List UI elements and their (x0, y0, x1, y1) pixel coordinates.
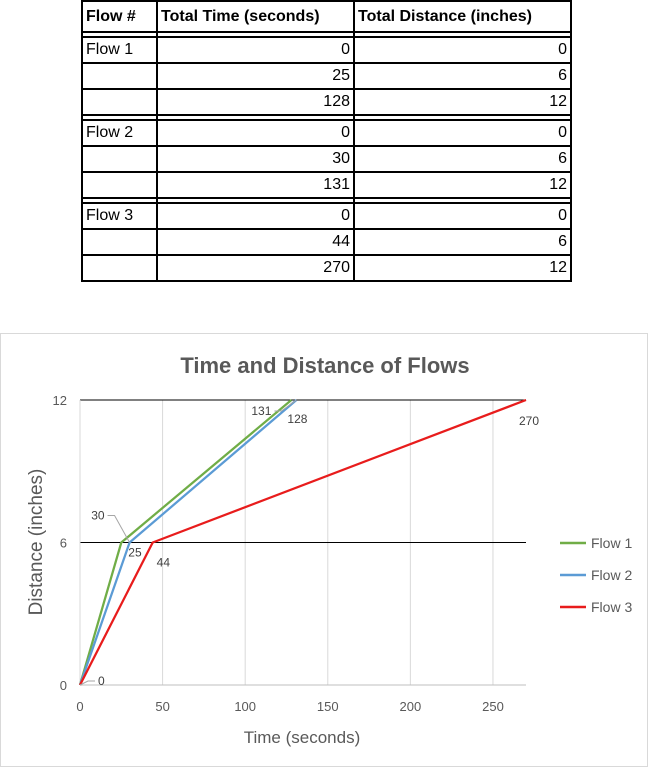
distance-cell: 12 (353, 88, 572, 116)
flow-cell (81, 62, 158, 90)
flow-cell: Flow 1 (81, 36, 158, 64)
table-row: 128 12 (81, 88, 572, 116)
group-separator (81, 197, 572, 204)
x-axis-title: Time (seconds) (244, 728, 361, 747)
data-label-leader (107, 515, 130, 543)
time-cell: 25 (156, 62, 355, 90)
legend-label: Flow 2 (591, 567, 632, 583)
flow-cell (81, 171, 158, 199)
x-tick-label: 100 (234, 699, 256, 714)
series-layer (78, 398, 527, 686)
time-cell: 0 (156, 36, 355, 64)
data-label: 30 (91, 509, 105, 523)
data-label: 0 (98, 674, 105, 688)
group-separator (81, 31, 572, 38)
chart-frame (0, 333, 648, 767)
data-label: 44 (157, 556, 171, 570)
y-tick-label: 0 (60, 678, 67, 693)
flow-cell (81, 228, 158, 256)
time-cell: 131 (156, 171, 355, 199)
header-time: Total Time (seconds) (156, 0, 355, 33)
group-separator (81, 114, 572, 121)
line-chart: Time and Distance of Flows 0 50 100 150 200 2… (26, 353, 632, 747)
x-tick-label: 0 (76, 699, 83, 714)
distance-cell: 6 (353, 228, 572, 256)
time-cell: 0 (156, 202, 355, 230)
flow-cell: Flow 3 (81, 202, 158, 230)
distance-cell: 12 (353, 171, 572, 199)
distance-cell: 0 (353, 119, 572, 147)
distance-cell: 0 (353, 202, 572, 230)
legend-label: Flow 3 (591, 599, 632, 615)
chart-title: Time and Distance of Flows (180, 353, 469, 378)
data-label: 131 (251, 404, 271, 418)
x-tick-label: 200 (400, 699, 422, 714)
legend: Flow 1 Flow 2 Flow 3 (560, 535, 632, 615)
flow-cell (81, 145, 158, 173)
table-header-row: Flow # Total Time (seconds) Total Distan… (81, 0, 572, 33)
series-line-1 (78, 399, 293, 686)
table-row: 270 12 (81, 254, 572, 282)
flow-cell (81, 88, 158, 116)
x-tick-label: 150 (317, 699, 339, 714)
legend-label: Flow 1 (591, 535, 632, 551)
flow-cell: Flow 2 (81, 119, 158, 147)
data-label-layer: 0 25 30 44 128 131 270 (79, 399, 539, 688)
grid-layer (80, 399, 526, 685)
flow-data-table: Flow # Total Time (seconds) Total Distan… (81, 0, 572, 282)
header-flow: Flow # (81, 0, 158, 33)
time-cell: 44 (156, 228, 355, 256)
data-label: 128 (287, 412, 307, 426)
flow-cell (81, 254, 158, 282)
table-row: 44 6 (81, 228, 572, 256)
table-row: 25 6 (81, 62, 572, 90)
time-cell: 30 (156, 145, 355, 173)
data-label: 270 (519, 414, 539, 428)
distance-cell: 6 (353, 62, 572, 90)
data-label-leader (274, 399, 297, 412)
y-tick-label: 12 (53, 393, 67, 408)
data-label-leader (79, 680, 95, 686)
distance-cell: 0 (353, 36, 572, 64)
x-tick-label: 50 (155, 699, 169, 714)
table-row: 30 6 (81, 145, 572, 173)
distance-cell: 6 (353, 145, 572, 173)
time-cell: 128 (156, 88, 355, 116)
series-line-2 (78, 399, 298, 686)
distance-cell: 12 (353, 254, 572, 282)
y-axis-title: Distance (inches) (26, 469, 47, 616)
data-label: 25 (128, 546, 142, 560)
time-cell: 0 (156, 119, 355, 147)
series-line-3 (78, 398, 527, 686)
x-tick-label: 250 (482, 699, 504, 714)
time-cell: 270 (156, 254, 355, 282)
table-row: 131 12 (81, 171, 572, 199)
y-tick-label: 6 (60, 536, 67, 551)
header-distance: Total Distance (inches) (353, 0, 572, 33)
